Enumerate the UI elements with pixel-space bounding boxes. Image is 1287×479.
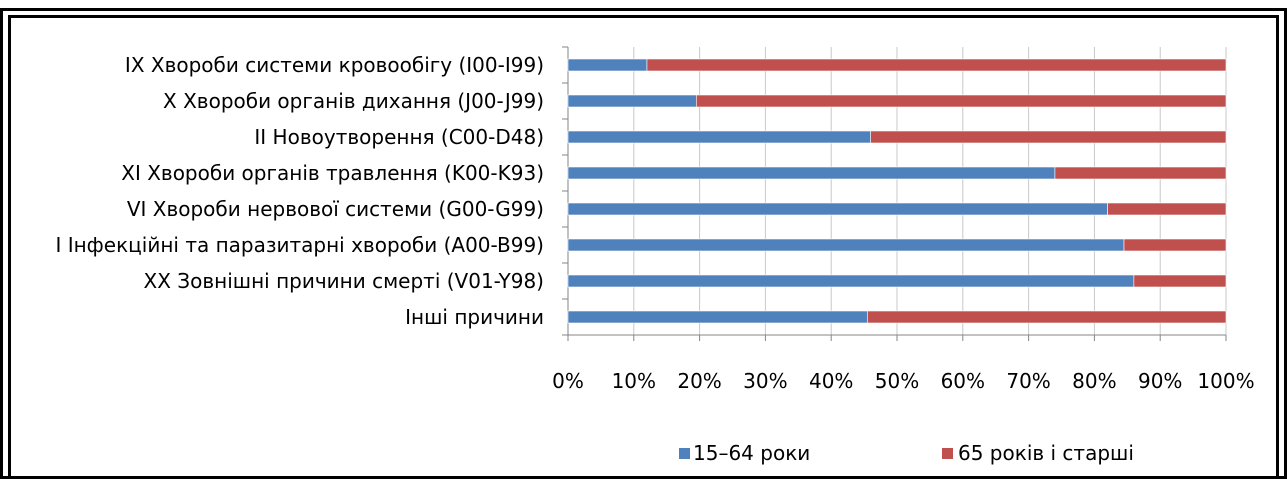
bar-segment-age-15-64 — [567, 58, 648, 72]
bar-segment-age-65-plus — [696, 94, 1227, 108]
x-tick-label: 50% — [875, 369, 919, 393]
x-tick-label: 60% — [941, 369, 985, 393]
x-tick-label: 70% — [1006, 369, 1050, 393]
category-label: XX Зовнішні причини смерті (V01-Y98) — [144, 269, 544, 293]
bar-segment-age-65-plus — [646, 58, 1227, 72]
x-tick-label: 40% — [809, 369, 853, 393]
bar-segment-age-65-plus — [1133, 274, 1227, 288]
category-label: X Хвороби органів дихання (J00-J99) — [163, 89, 544, 113]
x-tick-label: 20% — [677, 369, 721, 393]
category-label: Інші причини — [405, 305, 544, 329]
bar-segment-age-15-64 — [567, 274, 1135, 288]
bar-segment-age-15-64 — [567, 310, 868, 324]
category-label: VI Хвороби нервової системи (G00-G99) — [127, 197, 544, 221]
legend-swatch — [942, 448, 953, 459]
bar-segment-age-65-plus — [1107, 202, 1227, 216]
x-tick-label: 30% — [743, 369, 787, 393]
x-tick-label: 10% — [612, 369, 656, 393]
category-label: II Новоутворення (C00-D48) — [254, 125, 544, 149]
bar-segment-age-15-64 — [567, 130, 871, 144]
x-tick-label: 90% — [1138, 369, 1182, 393]
bar-segment-age-15-64 — [567, 202, 1108, 216]
legend-label: 15–64 роки — [693, 441, 810, 465]
category-label: XI Хвороби органів травлення (K00-K93) — [121, 161, 544, 185]
label-layer: 0% 10% 20% 30% 40% 50% 60% 70% 80% 90% 100% IX Хвор… — [55, 53, 1254, 393]
bar-layer — [567, 58, 1227, 324]
legend-layer: 15–64 роки 65 років і старші — [679, 441, 1134, 465]
bar-segment-age-15-64 — [567, 94, 697, 108]
x-tick-label: 0% — [552, 369, 584, 393]
bar-segment-age-15-64 — [567, 166, 1056, 180]
bar-segment-age-65-plus — [1123, 238, 1227, 252]
legend-label: 65 років і старші — [958, 441, 1134, 465]
legend-swatch — [679, 448, 690, 459]
bar-segment-age-65-plus — [1054, 166, 1227, 180]
bar-segment-age-65-plus — [870, 130, 1227, 144]
bar-segment-age-15-64 — [567, 238, 1125, 252]
x-tick-label: 80% — [1072, 369, 1116, 393]
bar-segment-age-65-plus — [867, 310, 1227, 324]
category-label: I Інфекційні та паразитарні хвороби (A00… — [55, 233, 544, 257]
inner-border — [8, 15, 1279, 479]
x-tick-label: 100% — [1197, 369, 1254, 393]
category-label: IX Хвороби системи кровообігу (I00-I99) — [125, 53, 544, 77]
